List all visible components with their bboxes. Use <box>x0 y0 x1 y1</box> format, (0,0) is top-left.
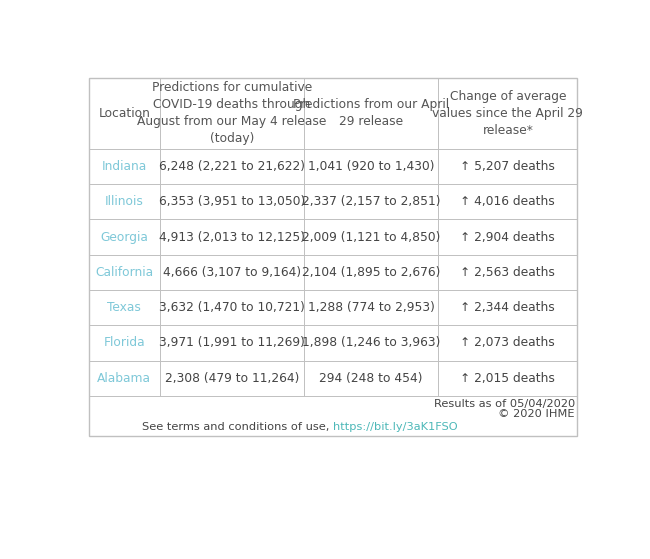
Text: Predictions for cumulative
COVID-19 deaths through
August from our May 4 release: Predictions for cumulative COVID-19 deat… <box>137 82 326 145</box>
Text: 3,632 (1,470 to 10,721): 3,632 (1,470 to 10,721) <box>159 301 305 314</box>
Text: © 2020 IHME: © 2020 IHME <box>499 409 575 419</box>
Text: Alabama: Alabama <box>98 372 151 385</box>
Text: 6,353 (3,951 to 13,050): 6,353 (3,951 to 13,050) <box>159 195 305 209</box>
Text: ↑ 5,207 deaths: ↑ 5,207 deaths <box>460 160 555 173</box>
Text: 4,666 (3,107 to 9,164): 4,666 (3,107 to 9,164) <box>162 266 301 279</box>
Text: 2,104 (1,895 to 2,676): 2,104 (1,895 to 2,676) <box>302 266 440 279</box>
Text: Indiana: Indiana <box>101 160 147 173</box>
Text: Predictions from our April
29 release: Predictions from our April 29 release <box>293 98 449 129</box>
Text: 294 (248 to 454): 294 (248 to 454) <box>319 372 422 385</box>
Text: Results as of 05/04/2020: Results as of 05/04/2020 <box>434 399 575 409</box>
Text: California: California <box>95 266 153 279</box>
Text: Texas: Texas <box>107 301 141 314</box>
Text: 1,288 (774 to 2,953): 1,288 (774 to 2,953) <box>307 301 434 314</box>
Text: 4,913 (2,013 to 12,125): 4,913 (2,013 to 12,125) <box>159 231 305 244</box>
Text: ↑ 2,904 deaths: ↑ 2,904 deaths <box>460 231 555 244</box>
Text: ↑ 2,015 deaths: ↑ 2,015 deaths <box>460 372 555 385</box>
Text: 2,337 (2,157 to 2,851): 2,337 (2,157 to 2,851) <box>302 195 440 209</box>
Text: ↑ 2,073 deaths: ↑ 2,073 deaths <box>460 337 555 349</box>
Text: Illinois: Illinois <box>105 195 144 209</box>
Text: ↑ 2,344 deaths: ↑ 2,344 deaths <box>460 301 555 314</box>
Text: Georgia: Georgia <box>100 231 148 244</box>
Text: 2,009 (1,121 to 4,850): 2,009 (1,121 to 4,850) <box>302 231 440 244</box>
Text: Change of average
values since the April 29
release*: Change of average values since the April… <box>432 90 583 137</box>
Text: 1,898 (1,246 to 3,963): 1,898 (1,246 to 3,963) <box>302 337 440 349</box>
Text: See terms and conditions of use,: See terms and conditions of use, <box>142 422 333 432</box>
Text: https://bit.ly/3aK1FSO: https://bit.ly/3aK1FSO <box>333 422 458 432</box>
Text: 1,041 (920 to 1,430): 1,041 (920 to 1,430) <box>307 160 434 173</box>
Bar <box>89 78 577 436</box>
Text: ↑ 2,563 deaths: ↑ 2,563 deaths <box>460 266 555 279</box>
Text: 6,248 (2,221 to 21,622): 6,248 (2,221 to 21,622) <box>159 160 305 173</box>
Text: Florida: Florida <box>103 337 145 349</box>
Text: ↑ 4,016 deaths: ↑ 4,016 deaths <box>460 195 555 209</box>
Text: 3,971 (1,991 to 11,269): 3,971 (1,991 to 11,269) <box>159 337 305 349</box>
Text: 2,308 (479 to 11,264): 2,308 (479 to 11,264) <box>164 372 299 385</box>
Text: Location: Location <box>98 107 150 120</box>
